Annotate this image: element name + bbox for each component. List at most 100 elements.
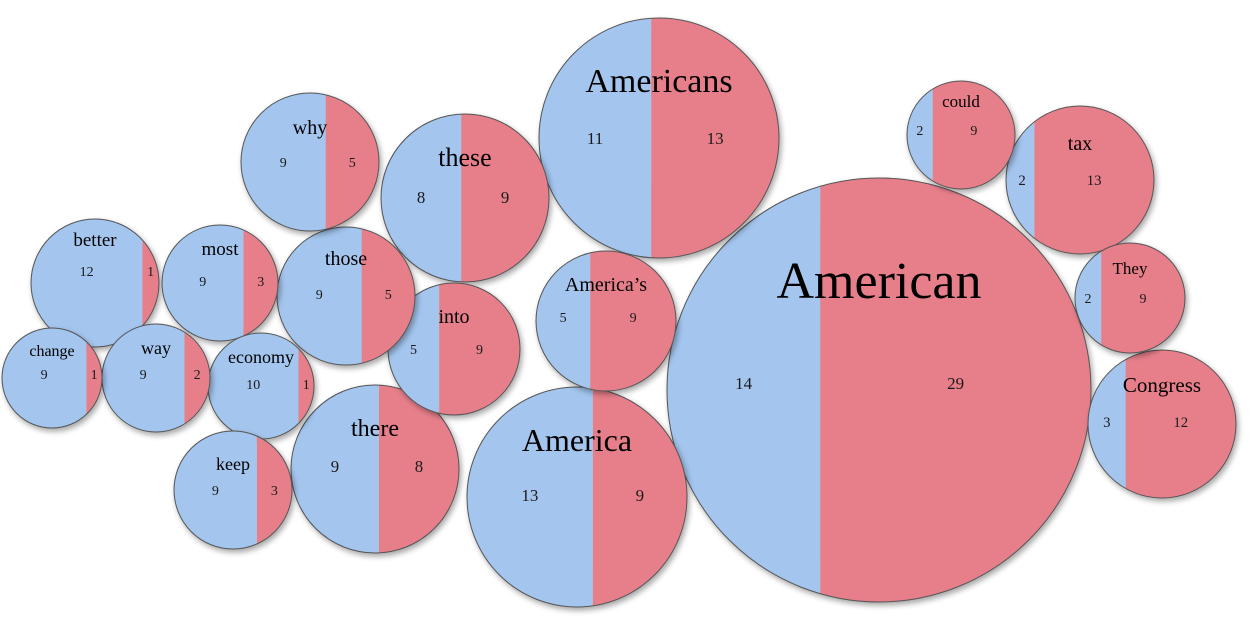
bubble-outline <box>290 384 460 554</box>
bubble-segment-left <box>666 186 821 594</box>
bubble-segment-right <box>1034 106 1154 255</box>
bubble-segment-right <box>590 251 677 391</box>
bubble-segment-right <box>820 178 1091 603</box>
bubble-outline <box>173 430 293 550</box>
bubble-word-label: better <box>73 230 117 251</box>
bubble-segment-right <box>142 239 159 327</box>
bubble-left-count: 11 <box>587 129 603 148</box>
bubble-segment-right <box>256 436 293 544</box>
bubble-segment-right <box>461 114 549 282</box>
bubble-right-count: 1 <box>91 368 98 383</box>
bubble-word-label: America <box>522 422 632 458</box>
bubble-left-count: 9 <box>280 156 287 171</box>
bubble-segment-right <box>298 348 314 424</box>
bubble <box>1087 349 1237 499</box>
bubble-word-label: change <box>29 343 74 360</box>
bubble-segment-left <box>31 218 143 347</box>
bubble-segment-left <box>174 431 257 549</box>
bubble <box>30 218 160 348</box>
bubble-left-count: 2 <box>1018 173 1025 189</box>
bubble-left-count: 9 <box>316 288 323 303</box>
bubble-word-label: America’s <box>565 274 647 296</box>
bubble-outline <box>466 386 688 608</box>
bubble-word-label: They <box>1113 259 1148 278</box>
bubble-segment-right <box>1125 349 1236 498</box>
bubble <box>538 17 780 259</box>
bubble-right-count: 9 <box>501 188 509 207</box>
bubble-labels: those 9 5 <box>316 248 392 303</box>
bubble-left-count: 13 <box>521 486 538 505</box>
bubble-segment-right <box>243 229 279 337</box>
bubble-word-label: those <box>325 248 367 270</box>
bubble <box>101 323 211 433</box>
bubble-word-label: keep <box>216 454 250 474</box>
bubble-segment-left <box>162 225 244 342</box>
bubble <box>290 384 460 554</box>
bubble-labels: America’s 5 9 <box>560 274 648 326</box>
bubble-word-label: Congress <box>1123 373 1201 397</box>
bubble-right-count: 13 <box>1087 173 1102 189</box>
bubble-word-label: American <box>776 253 981 310</box>
bubble-right-count: 9 <box>1140 292 1147 307</box>
bubble-labels: into 5 9 <box>410 306 483 358</box>
bubble-labels: economy 10 1 <box>228 347 310 393</box>
bubble-segment-left <box>241 93 326 232</box>
bubble-segment-left <box>1088 359 1126 489</box>
bubble-right-count: 8 <box>415 457 423 476</box>
bubble-outline <box>161 224 279 342</box>
bubble <box>1074 242 1186 354</box>
bubble-word-label: these <box>438 143 491 172</box>
bubble-right-count: 9 <box>630 311 637 326</box>
bubble-labels: tax 2 13 <box>1018 133 1101 189</box>
bubble-right-count: 13 <box>707 129 724 148</box>
bubble <box>1005 105 1155 255</box>
bubble-left-count: 5 <box>560 311 567 326</box>
bubble-left-count: 12 <box>80 265 94 280</box>
bubble-left-count: 9 <box>41 368 48 383</box>
bubble-left-count: 10 <box>246 378 260 393</box>
bubble-segment-left <box>207 333 299 439</box>
bubble <box>380 113 550 283</box>
bubble-word-label: economy <box>228 347 294 367</box>
bubble-outline <box>1087 349 1237 499</box>
bubble <box>466 386 688 608</box>
bubble-segment-left <box>102 324 185 432</box>
bubble-segment-right <box>439 283 520 415</box>
bubble-word-label: tax <box>1068 133 1092 155</box>
bubble-segment-left <box>2 328 87 428</box>
bubble-left-count: 5 <box>410 343 417 358</box>
bubble-left-count: 9 <box>199 275 206 290</box>
bubble-outline <box>538 17 780 259</box>
bubble <box>276 226 416 366</box>
bubble-segment-right <box>932 80 1015 189</box>
bubble-left-count: 9 <box>140 368 147 383</box>
bubble-outline <box>240 92 380 232</box>
bubble-word-label: could <box>942 92 980 111</box>
bubble-left-count: 9 <box>331 457 339 476</box>
bubble-word-label: Americans <box>585 63 732 100</box>
bubble-labels: Congress 3 12 <box>1103 373 1201 431</box>
bubble-left-count: 2 <box>1085 292 1092 307</box>
bubble-labels: keep 9 3 <box>212 454 278 499</box>
bubble-outline <box>1 327 103 429</box>
bubble-right-count: 3 <box>257 275 264 290</box>
bubble-word-label: most <box>202 239 240 260</box>
bubble-right-count: 9 <box>636 486 645 505</box>
bubble-word-label: way <box>141 338 171 358</box>
bubble-outline <box>380 113 550 283</box>
bubble-right-count: 2 <box>194 368 201 383</box>
bubble-left-count: 9 <box>212 484 219 499</box>
bubble-labels: these 8 9 <box>417 143 509 207</box>
bubble-right-count: 3 <box>271 484 278 499</box>
bubble-segment-left <box>467 387 593 607</box>
bubble-outline <box>1074 242 1186 354</box>
bubble <box>173 430 293 550</box>
bubble-segment-left <box>290 384 379 553</box>
bubble-right-count: 29 <box>947 374 964 393</box>
bubble <box>535 250 677 392</box>
bubble-outline <box>1005 105 1155 255</box>
bubble-labels: change 9 1 <box>29 343 97 383</box>
bubble-segment-left <box>536 252 591 390</box>
